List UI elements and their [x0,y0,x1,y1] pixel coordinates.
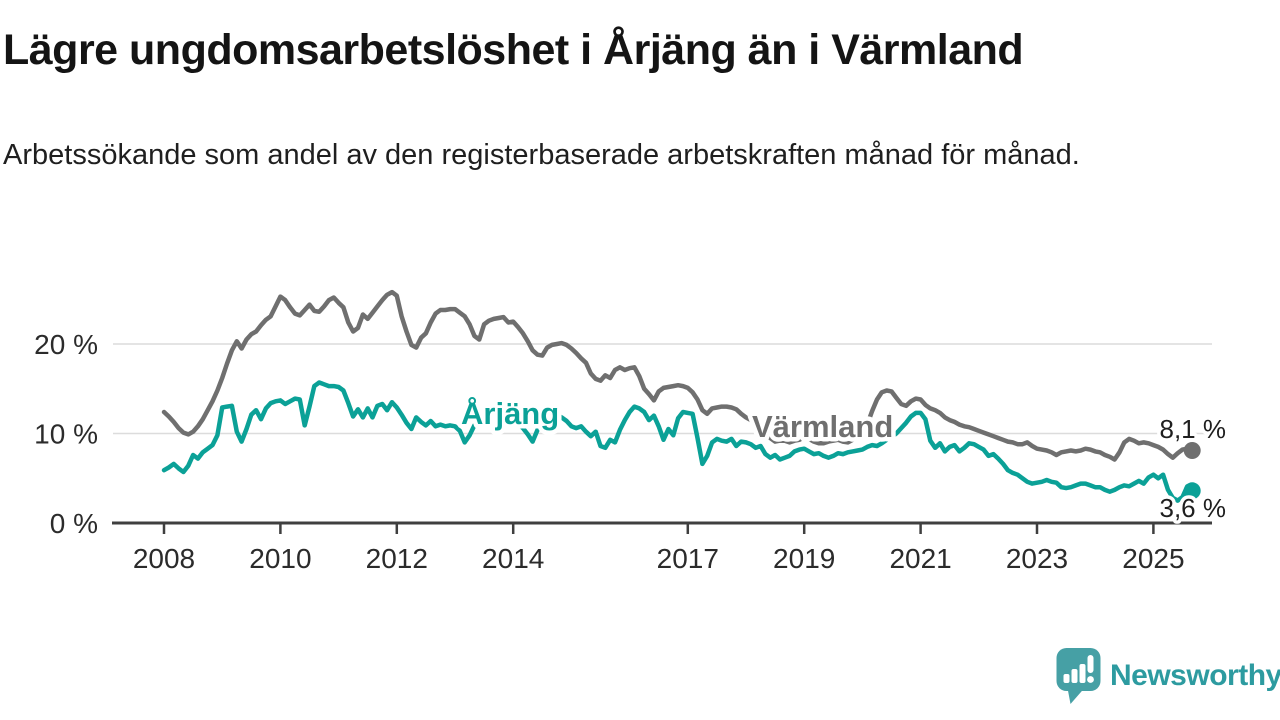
x-axis-tick-label: 2021 [889,543,951,574]
chart-title: Lägre ungdomsarbetslöshet i Årjäng än i … [3,26,1024,74]
x-axis-tick-label: 2017 [657,543,719,574]
series-label-arjang: Årjäng [461,396,559,431]
x-axis-tick-label: 2025 [1122,543,1184,574]
end-dot-arjang [1183,482,1201,500]
series-group [161,289,1201,503]
newsworthy-logo-text: Newsworthy [1110,659,1280,692]
x-axis-tick-label: 2019 [773,543,835,574]
newsworthy-logo: Newsworthy [1056,648,1280,704]
line-varmland [161,289,1195,462]
end-dot-varmland [1183,442,1201,459]
x-axis-tick-label: 2012 [366,543,428,574]
line-arjang [161,380,1195,503]
axis-group: 2008 2010 2012 2014 2017 2019 2021 2023 2025 [112,521,1212,574]
x-axis-tick-label: 2023 [1006,543,1068,574]
chart-subtitle: Arbetssökande som andel av den registerb… [3,139,1080,171]
y-axis-tick-label: 20 % [34,329,98,360]
x-axis-tick-label: 2014 [482,543,544,574]
y-axis-tick-label: 0 % [50,508,98,539]
x-axis-tick-label: 2008 [133,543,195,574]
end-value-label-varmland: 8,1 % [1160,414,1227,444]
gridlines-group: 0 % 10 % 20 % [34,329,1212,539]
labels-group: Värmland 8,1 % Årjäng 3,6 % [457,392,1230,527]
end-value-label-arjang: 3,6 % [1160,493,1227,523]
series-label-varmland: Värmland [752,409,893,444]
newsworthy-speech-bubble-bar-chart-icon [1056,648,1101,704]
x-axis-tick-label: 2010 [249,543,311,574]
y-axis-tick-label: 10 % [34,419,98,450]
